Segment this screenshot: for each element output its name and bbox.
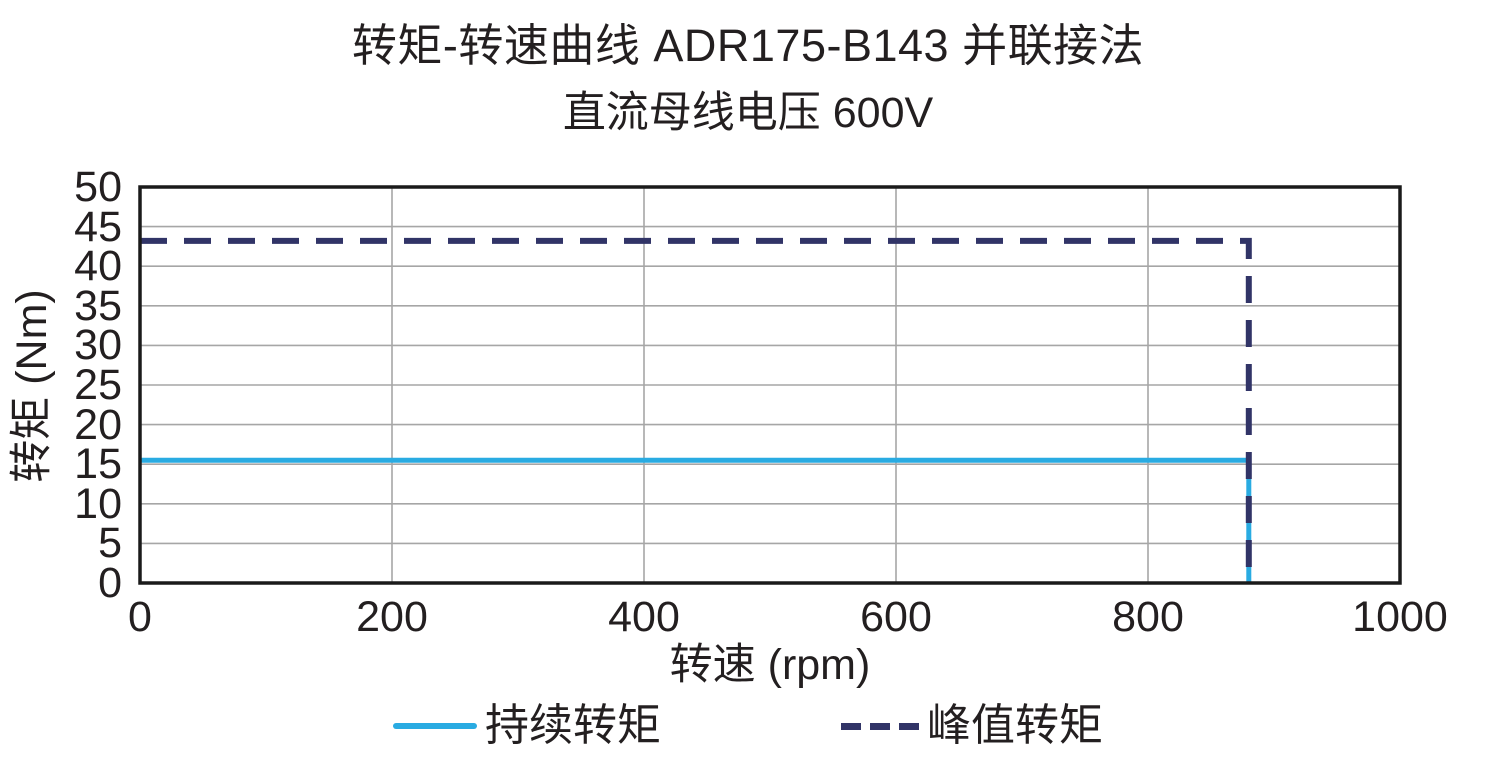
y-tick-label: 0 xyxy=(98,559,122,607)
y-tick-label: 20 xyxy=(74,400,122,449)
y-tick-label: 40 xyxy=(74,242,122,291)
legend: 持续转矩 峰值转矩 xyxy=(0,700,1496,752)
x-tick-label: 400 xyxy=(608,593,680,641)
y-tick-label: 35 xyxy=(74,281,122,330)
plot-frame xyxy=(138,185,1402,585)
y-tick-label: 50 xyxy=(74,163,122,211)
series-line-peak-torque xyxy=(140,237,1252,583)
x-tick-label: 1000 xyxy=(1352,593,1448,641)
legend-item-peak-torque: 峰值转矩 xyxy=(841,700,1103,752)
x-tick-label: 200 xyxy=(356,593,428,641)
chart-title: 转矩-转速曲线 ADR175-B143 并联接法 xyxy=(351,20,1145,71)
y-tick-label: 5 xyxy=(98,519,122,568)
legend-label: 峰值转矩 xyxy=(927,701,1103,750)
x-tick-label: 800 xyxy=(1112,593,1184,641)
x-tick-label: 0 xyxy=(128,593,152,641)
y-tick-label: 25 xyxy=(74,361,122,409)
chart-subtitle: 直流母线电压 600V xyxy=(562,89,934,137)
plot-area xyxy=(138,185,1402,585)
y-tick-label: 15 xyxy=(74,440,122,489)
x-tick-label: 600 xyxy=(860,593,932,641)
y-tick-label: 10 xyxy=(74,479,122,528)
legend-item-continuous-torque: 持续转矩 xyxy=(393,700,661,752)
solid-line-swatch-icon xyxy=(393,723,477,729)
x-axis-title: 转速 (rpm) xyxy=(669,641,871,689)
y-tick-label: 30 xyxy=(74,321,122,370)
legend-label: 持续转矩 xyxy=(485,701,661,750)
series-line-continuous-torque xyxy=(140,457,1252,583)
y-tick-label: 45 xyxy=(74,202,122,251)
dashed-line-swatch-icon xyxy=(841,722,919,730)
